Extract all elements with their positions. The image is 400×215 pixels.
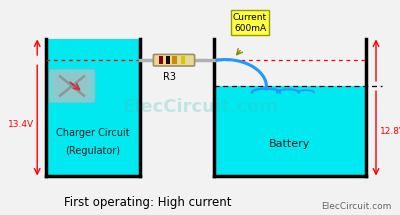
FancyBboxPatch shape [154, 54, 195, 66]
FancyBboxPatch shape [49, 69, 95, 103]
Bar [181, 56, 185, 64]
Text: R3: R3 [163, 72, 176, 82]
Text: 12.8V: 12.8V [380, 127, 400, 136]
Text: Current
600mA: Current 600mA [233, 12, 267, 33]
Bar [214, 86, 366, 176]
Bar [172, 56, 177, 64]
Text: First operating: High current: First operating: High current [64, 196, 232, 209]
Text: ElecCircuit.com: ElecCircuit.com [122, 98, 278, 117]
FancyBboxPatch shape [53, 72, 91, 100]
Text: 13.4V: 13.4V [8, 120, 34, 129]
Text: Charger Circuit: Charger Circuit [56, 128, 130, 138]
Bar [159, 56, 163, 64]
Text: ElecCircuit.com: ElecCircuit.com [322, 202, 392, 211]
Bar [166, 56, 170, 64]
Text: Battery: Battery [269, 139, 311, 149]
Text: (Regulator): (Regulator) [66, 146, 120, 155]
Bar [46, 39, 140, 176]
